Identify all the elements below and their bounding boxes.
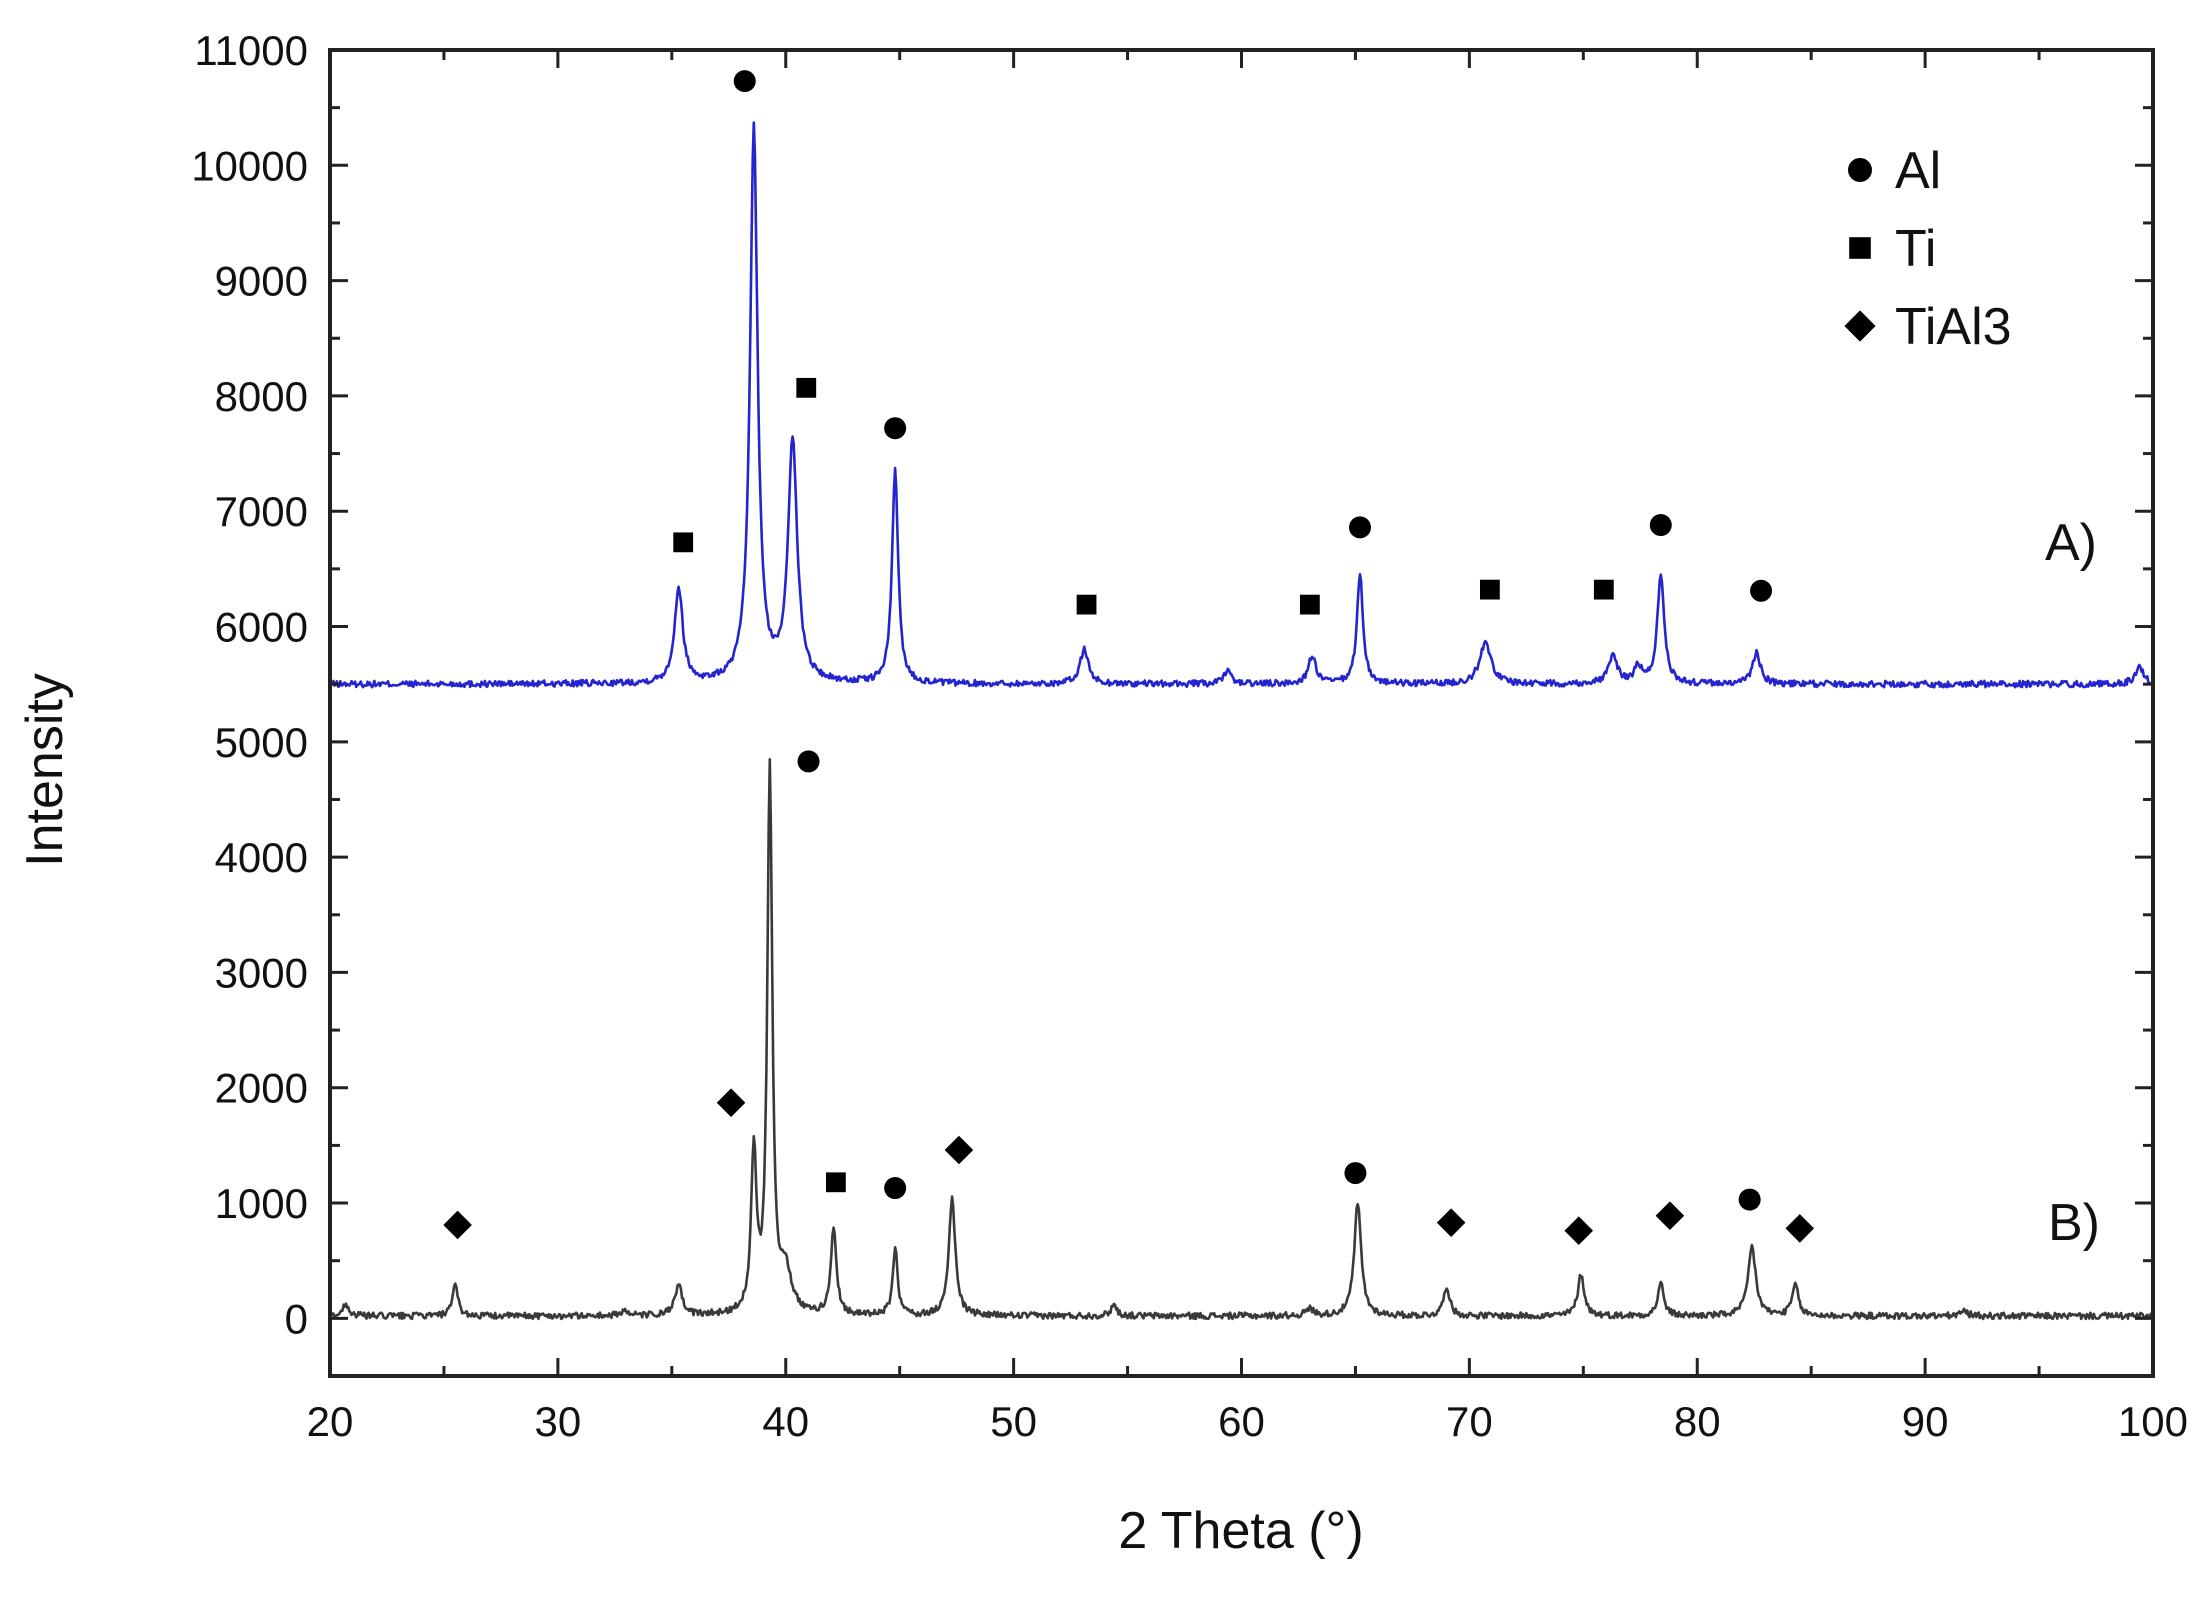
x-tick-label: 100 [2118,1398,2188,1445]
series-layer [328,121,2154,1321]
peak-marker-square [1593,579,1614,600]
series-b-line [328,758,2154,1321]
peak-marker-diamond [1655,1201,1685,1231]
peak-marker-circle [1348,516,1371,539]
peak-marker-square [673,532,694,553]
legend-label: TiAl3 [1895,298,2012,356]
x-tick-label: 90 [1902,1398,1949,1445]
legend-marker-diamond [1844,310,1876,342]
x-tick-label: 80 [1674,1398,1721,1445]
y-tick-label: 6000 [215,604,308,651]
y-tick-label: 9000 [215,258,308,305]
peak-marker-square [825,1172,846,1193]
peak-marker-circle [884,1177,907,1200]
tick-labels: 20 30 40 50 60 70 80 90 100010002000300040005000… [191,27,2188,1445]
peak-marker-circle [733,70,756,93]
y-tick-label: 7000 [215,488,308,535]
x-tick-label: 50 [990,1398,1037,1445]
peak-marker-circle [1649,514,1672,537]
peak-marker-square [1479,579,1500,600]
x-tick-label: 70 [1446,1398,1493,1445]
legend-marker-square [1849,237,1871,259]
peak-marker-diamond [1785,1214,1815,1243]
x-tick-label: 30 [535,1398,582,1445]
y-tick-label: 4000 [215,834,308,881]
peak-marker-square [1299,594,1320,615]
legend-label: Al [1895,142,1941,200]
peak-marker-circle [797,750,820,773]
x-axis-title: 2 Theta (°) [1118,1502,1363,1560]
peak-marker-layer [443,70,1815,1246]
y-tick-label: 2000 [215,1065,308,1112]
y-tick-label: 3000 [215,949,308,996]
legend: Al Ti TiAl3 [1844,142,2012,356]
y-tick-label: 10000 [191,142,308,189]
y-tick-label: 8000 [215,373,308,420]
axis-ticks [328,48,2155,1376]
legend-marker-circle [1848,158,1872,182]
peak-marker-square [1076,594,1097,615]
peak-marker-diamond [716,1088,746,1118]
trace-label-b: B) [2048,1194,2100,1252]
y-axis-title: Intensity [16,673,74,867]
y-tick-label: 5000 [215,719,308,766]
series-a-line [328,121,2154,689]
legend-label: Ti [1895,220,1936,278]
peak-marker-diamond [944,1135,974,1165]
y-tick-label: 11000 [194,27,308,74]
x-tick-label: 20 [307,1398,354,1445]
x-tick-label: 40 [762,1398,809,1445]
peak-marker-circle [1750,579,1773,602]
x-tick-label: 60 [1218,1398,1265,1445]
peak-marker-circle [1344,1162,1367,1185]
peak-marker-circle [1738,1188,1761,1211]
peak-marker-circle [884,417,907,440]
y-tick-label: 0 [285,1295,308,1342]
peak-marker-diamond [443,1210,472,1240]
trace-label-a: A) [2045,514,2097,572]
y-tick-label: 1000 [215,1180,308,1227]
trace-labels: A) B) [2045,514,2100,1252]
peak-marker-diamond [1436,1208,1466,1237]
peak-marker-square [796,377,817,398]
peak-marker-diamond [1564,1216,1594,1246]
